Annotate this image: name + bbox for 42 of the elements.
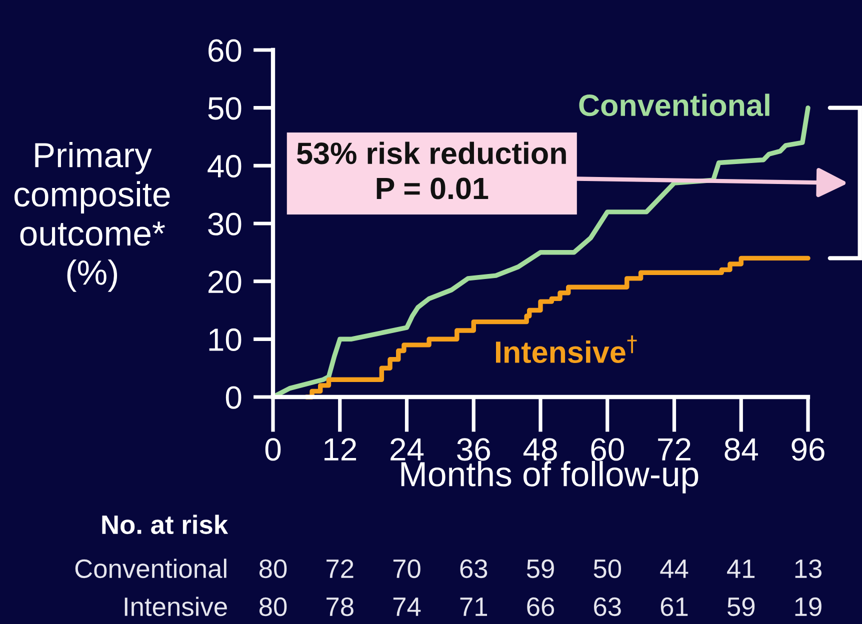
text: 63 — [460, 559, 488, 578]
text: 80 — [259, 559, 287, 578]
text: 59 — [526, 559, 554, 578]
x-tick-label: 24 — [390, 438, 424, 460]
y-tick-label: 50 — [208, 97, 242, 120]
x-tick-label: 12 — [324, 438, 356, 460]
x-tick-label: 72 — [658, 438, 690, 460]
y-tick-label: 20 — [208, 270, 242, 294]
y-tick-label: 60 — [208, 39, 242, 62]
y-tick-label: 0 — [226, 386, 242, 409]
text: Conventional — [75, 558, 226, 578]
x-tick-label: 60 — [591, 438, 624, 461]
text: 63 — [594, 597, 621, 616]
x-tick-label: 48 — [523, 438, 557, 461]
x-axis-title: Months of follow-up — [401, 460, 698, 494]
text: 50 — [594, 559, 622, 578]
x-tick-label: 84 — [724, 438, 758, 461]
x-tick-label: 96 — [792, 438, 824, 461]
text: 71 — [460, 598, 488, 616]
text: 59 — [728, 597, 755, 616]
text: 78 — [326, 597, 354, 616]
annotation: 53% risk reduction P = 0.01 — [296, 142, 566, 200]
text: Intensive — [124, 596, 227, 616]
y-tick-label: 40 — [208, 154, 242, 178]
series-label: Intensive$^{†}$ — [496, 335, 637, 364]
x-tick-label: 36 — [457, 438, 490, 461]
text: 61 — [660, 597, 688, 616]
y-tick-label: 10 — [209, 328, 242, 352]
text: 72 — [326, 559, 354, 578]
text: No. at risk — [102, 514, 228, 534]
text: 70 — [393, 559, 420, 578]
text: 41 — [727, 560, 755, 578]
y-tick-label: 30 — [208, 212, 242, 236]
text: 66 — [527, 597, 554, 616]
y-axis-title: Primary composite outcome* (%) — [14, 142, 170, 292]
text: 74 — [393, 598, 421, 616]
text: 13 — [795, 559, 822, 578]
text: 44 — [660, 560, 688, 578]
text: 19 — [795, 597, 822, 616]
text: 80 — [259, 597, 287, 616]
series-label: Conventional — [579, 94, 770, 116]
x-tick-label: 0 — [265, 438, 281, 461]
